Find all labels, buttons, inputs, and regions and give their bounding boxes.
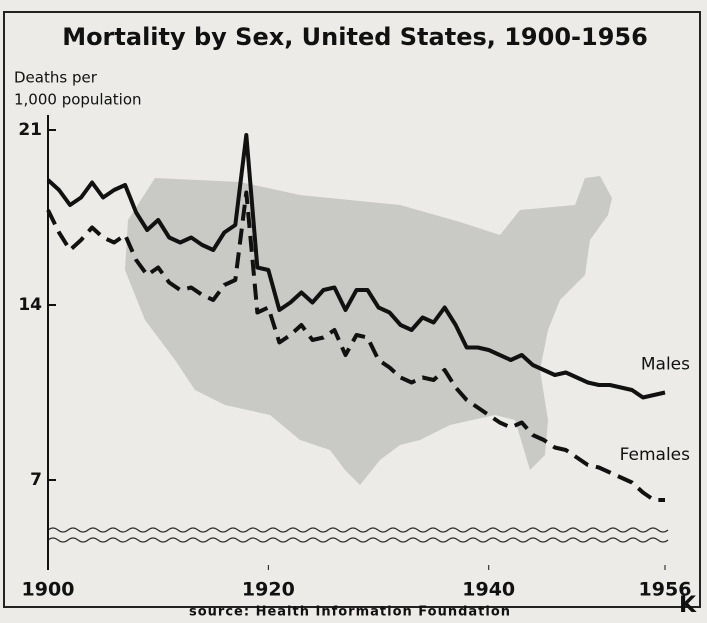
y-axis-label: 1,000 population [14,91,142,109]
source-note: source: Health Information Foundation [189,605,511,620]
series-label: Males [641,355,690,375]
y-tick-label: 14 [18,295,42,315]
x-tick-label: 1956 [639,579,692,601]
x-tick-label: 1920 [242,579,295,601]
page: Mortality by Sex, United States, 1900-19… [0,0,707,623]
chart: Mortality by Sex, United States, 1900-19… [0,0,707,623]
x-tick-label: 1900 [22,579,75,601]
y-tick-label: 21 [18,120,42,140]
y-axis-label: Deaths per [14,69,98,87]
series-label: Females [620,445,690,465]
x-tick-label: 1940 [462,579,515,601]
y-tick-label: 7 [30,470,42,490]
chart-title: Mortality by Sex, United States, 1900-19… [62,23,648,51]
